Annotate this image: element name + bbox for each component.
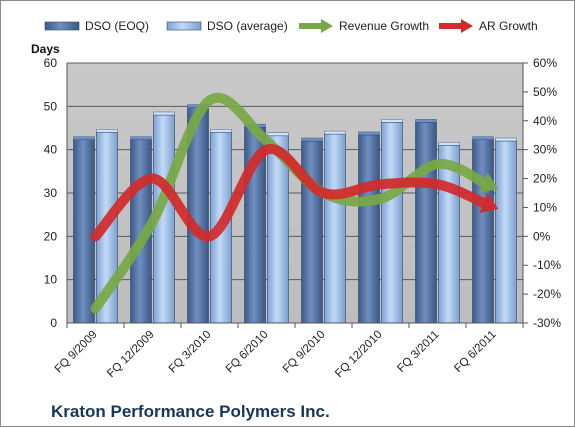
y2-tick-label: 10% xyxy=(533,200,557,214)
bar-top-dso-eoq xyxy=(73,136,95,140)
x-tick-label: FQ 3/2011 xyxy=(395,329,441,375)
bar-dso-eoq xyxy=(415,122,437,324)
bar-top-dso-eoq xyxy=(472,136,494,140)
bar-top-dso-eoq xyxy=(130,136,152,140)
y-tick-label: 20 xyxy=(44,229,58,243)
x-tick-label: FQ 12/2009 xyxy=(105,329,156,380)
y-axis-title: Days xyxy=(31,42,60,56)
bar-top-dso-average xyxy=(153,111,175,116)
y2-tick-label: -20% xyxy=(533,287,561,301)
bar-dso-average xyxy=(324,133,346,324)
x-tick-label: FQ 12/2010 xyxy=(333,329,384,380)
y2-tick-label: 40% xyxy=(533,114,557,128)
line-revenue-growth xyxy=(90,92,491,314)
bar-dso-average xyxy=(381,122,403,324)
y-tick-label: 30 xyxy=(44,186,58,200)
growth-lines xyxy=(90,92,499,314)
bar-top-dso-average xyxy=(96,129,118,133)
y-tick-label: 50 xyxy=(44,99,58,113)
bar-dso-eoq xyxy=(358,134,380,324)
x-tick-label: FQ 3/2010 xyxy=(167,329,214,376)
bar-dso-eoq xyxy=(73,139,95,324)
y-tick-label: 10 xyxy=(44,273,58,287)
bar-top-dso-average xyxy=(210,129,232,133)
y2-tick-label: 60% xyxy=(533,56,557,70)
legend-swatch-dso-average xyxy=(166,21,202,31)
y-tick-label: 40 xyxy=(44,143,58,157)
bar-top-dso-average xyxy=(267,132,289,137)
y2-tick-label: 30% xyxy=(533,143,557,157)
y2-tick-label: 50% xyxy=(533,85,557,99)
legend-label-ar-growth: AR Growth xyxy=(479,19,538,33)
x-tick-label: FQ 9/2009 xyxy=(53,329,100,376)
y-tick-label: 60 xyxy=(44,56,58,70)
y-tick-label: 0 xyxy=(50,316,57,330)
bar-top-dso-average xyxy=(381,119,403,123)
x-tick-label: FQ 6/2011 xyxy=(452,329,498,375)
legend-arrow-ar-growth xyxy=(461,19,473,33)
legend: DSO (EOQ) DSO (average) Revenue Growth AR G… xyxy=(44,19,538,33)
x-tick-label: FQ 9/2010 xyxy=(281,329,328,376)
bar-top-dso-average xyxy=(324,130,346,135)
company-name: Kraton Performance Polymers Inc. xyxy=(51,402,330,421)
bar-dso-average xyxy=(495,140,517,324)
y2-tick-label: 20% xyxy=(533,172,557,186)
legend-swatch-dso-eoq xyxy=(44,21,80,31)
bar-dso-eoq xyxy=(472,139,494,324)
bar-top-dso-eoq xyxy=(301,137,323,142)
y2-tick-label: 0% xyxy=(533,229,551,243)
y2-tick-label: -30% xyxy=(533,316,561,330)
legend-label-revenue-growth: Revenue Growth xyxy=(339,19,429,33)
y2-tick-label: -10% xyxy=(533,258,561,272)
legend-label-dso-eoq: DSO (EOQ) xyxy=(85,19,149,33)
legend-arrow-revenue-growth xyxy=(321,19,333,33)
x-tick-label: FQ 6/2010 xyxy=(224,329,271,376)
arrowhead-ar-growth xyxy=(479,192,499,214)
bar-top-dso-average xyxy=(438,142,460,146)
line-ar-growth xyxy=(90,144,491,242)
bar-top-dso-average xyxy=(495,137,517,142)
bar-dso-eoq xyxy=(301,140,323,324)
bar-top-dso-eoq xyxy=(415,119,437,123)
legend-label-dso-average: DSO (average) xyxy=(207,19,288,33)
arrowhead-revenue-growth xyxy=(479,172,499,193)
bar-top-dso-eoq xyxy=(358,131,380,136)
